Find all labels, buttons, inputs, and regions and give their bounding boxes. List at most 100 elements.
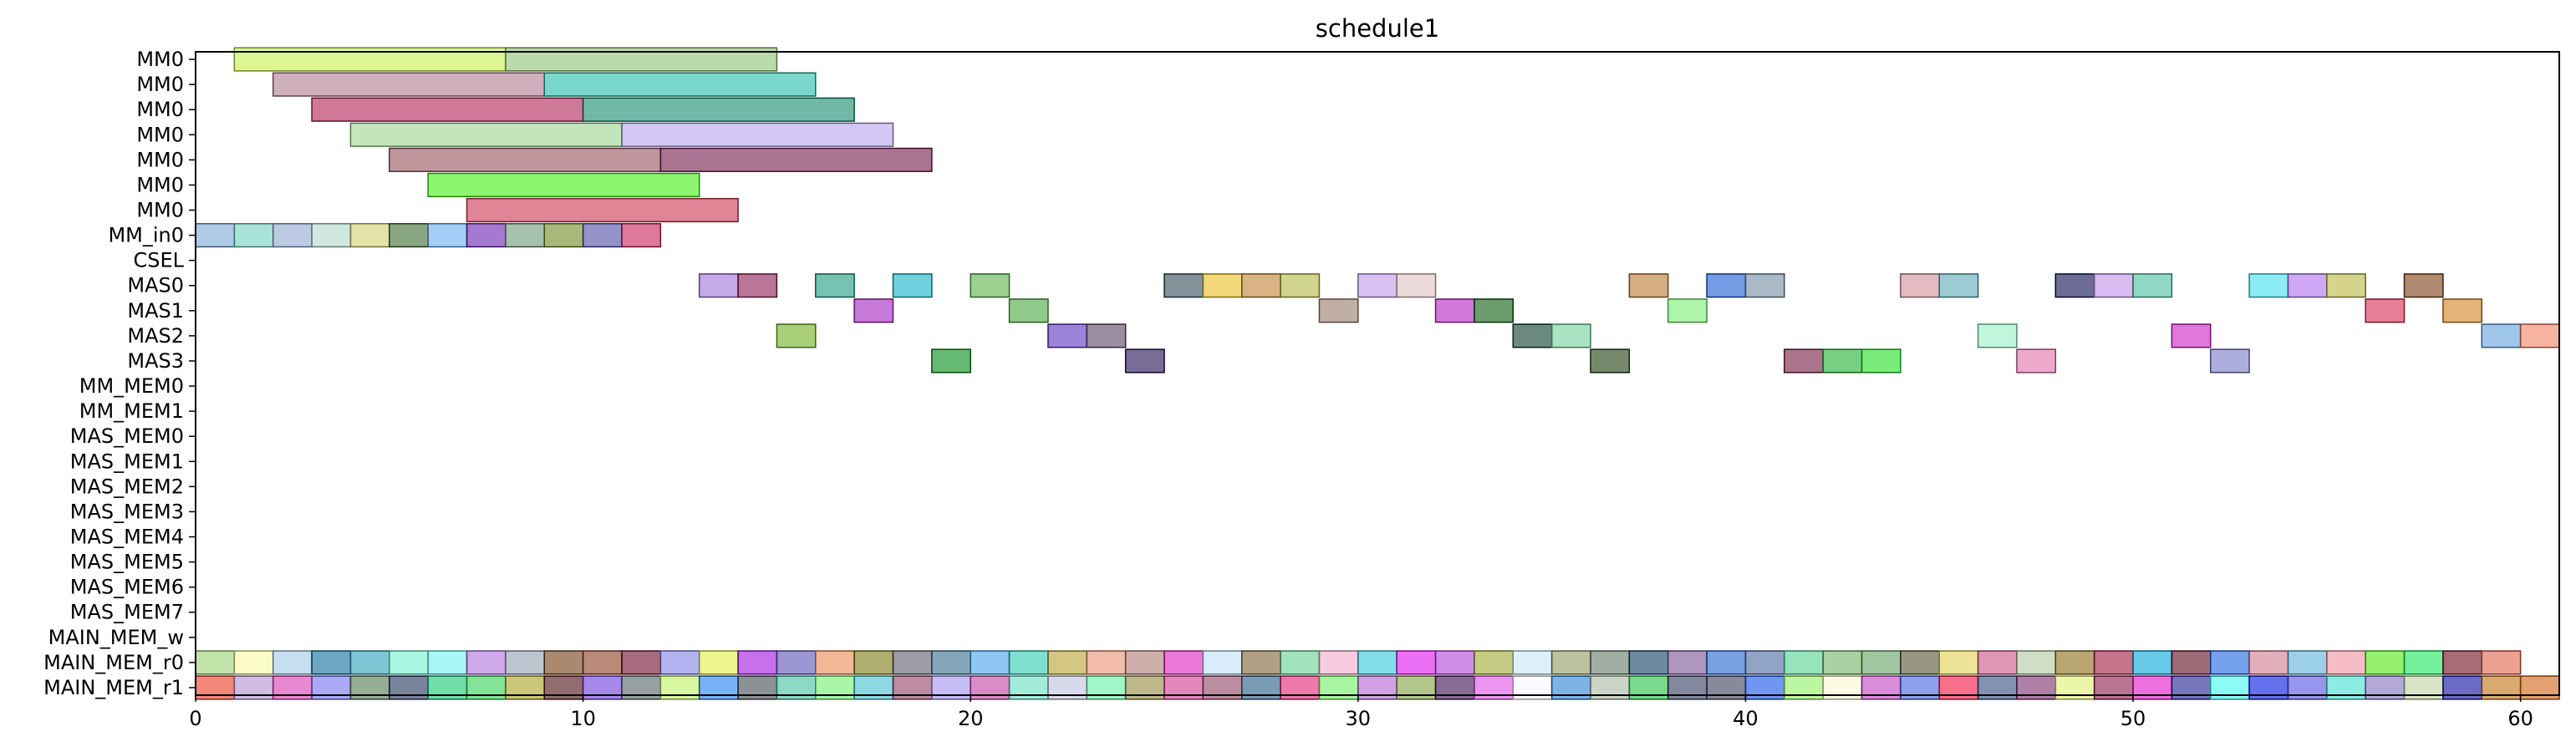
task-bar bbox=[2248, 650, 2289, 675]
task-bar bbox=[1396, 273, 1437, 298]
task-bar bbox=[1977, 323, 2018, 348]
task-bar bbox=[2365, 650, 2405, 675]
y-tick-label: MAS3 bbox=[127, 349, 184, 373]
y-tick-label: MAIN_MEM_r1 bbox=[43, 676, 184, 699]
y-tick-label: MAS_MEM3 bbox=[70, 500, 184, 523]
y-tick-label: CSEL bbox=[133, 249, 184, 272]
y-tick-label: MAS_MEM2 bbox=[70, 475, 184, 498]
task-bar bbox=[1318, 650, 1359, 675]
y-tick-label: MAS_MEM7 bbox=[70, 601, 184, 624]
task-bar bbox=[2326, 273, 2366, 298]
task-bar bbox=[1124, 650, 1165, 675]
task-bar bbox=[1202, 273, 1243, 298]
task-bar bbox=[311, 222, 352, 248]
task-bar bbox=[1706, 650, 1747, 675]
task-bar bbox=[389, 222, 429, 248]
task-bar bbox=[2054, 650, 2095, 675]
task-bar bbox=[737, 650, 778, 675]
task-bar bbox=[2403, 650, 2444, 675]
task-bar bbox=[1086, 650, 1127, 675]
y-tick-label: MM_MEM1 bbox=[79, 399, 184, 423]
task-bar bbox=[1396, 650, 1437, 675]
task-bar bbox=[2210, 650, 2250, 675]
task-bar bbox=[2519, 323, 2560, 348]
x-tick-label: 10 bbox=[570, 707, 596, 730]
task-bar bbox=[1047, 650, 1088, 675]
task-bar bbox=[931, 348, 971, 373]
task-bar bbox=[2171, 323, 2212, 348]
task-bar bbox=[272, 72, 545, 97]
task-bar bbox=[233, 650, 274, 675]
task-bar bbox=[1163, 273, 1204, 298]
chart-title: schedule1 bbox=[1316, 14, 1439, 43]
task-bar bbox=[776, 650, 817, 675]
task-bar bbox=[621, 650, 662, 675]
task-bar bbox=[2016, 650, 2057, 675]
task-bar bbox=[543, 222, 584, 248]
task-bar bbox=[1008, 650, 1049, 675]
task-bar bbox=[1628, 650, 1669, 675]
task-bar bbox=[1590, 348, 1631, 373]
y-tick-label: MAS_MEM0 bbox=[70, 424, 184, 448]
task-bar bbox=[1202, 650, 1243, 675]
task-bar bbox=[311, 97, 584, 122]
task-bar bbox=[1280, 273, 1321, 298]
task-bar bbox=[621, 222, 662, 248]
y-tick-label: MM0 bbox=[136, 48, 184, 71]
task-bar bbox=[1667, 298, 1708, 323]
task-bar bbox=[195, 222, 236, 248]
task-bar bbox=[389, 147, 662, 172]
x-tick-label: 0 bbox=[189, 707, 201, 730]
task-bar bbox=[970, 273, 1011, 298]
task-bar bbox=[582, 650, 623, 675]
task-bar bbox=[1474, 650, 1515, 675]
task-bar bbox=[427, 222, 468, 248]
task-bar bbox=[466, 222, 507, 248]
task-bar bbox=[853, 650, 894, 675]
y-tick-label: MAS_MEM6 bbox=[70, 576, 184, 599]
y-tick-label: MM_in0 bbox=[108, 224, 184, 247]
task-bar bbox=[543, 72, 817, 97]
task-bar bbox=[1434, 298, 1475, 323]
task-bar bbox=[1357, 273, 1397, 298]
task-bar bbox=[1706, 273, 1747, 298]
task-bar bbox=[1667, 650, 1708, 675]
task-bar bbox=[1861, 348, 1901, 373]
task-bar bbox=[2403, 273, 2444, 298]
task-bar bbox=[1240, 650, 1281, 675]
task-bar bbox=[466, 650, 507, 675]
task-bar bbox=[776, 323, 817, 348]
x-tick-label: 60 bbox=[2507, 707, 2533, 730]
y-tick-label: MAS_MEM1 bbox=[70, 450, 184, 473]
y-tick-label: MM0 bbox=[136, 123, 184, 146]
task-bar bbox=[815, 273, 855, 298]
task-bar bbox=[1240, 273, 1281, 298]
x-tick-label: 30 bbox=[1346, 707, 1372, 730]
task-bar bbox=[659, 147, 933, 172]
task-bar bbox=[2326, 650, 2366, 675]
task-bar bbox=[1550, 650, 1591, 675]
y-tick-label: MM_MEM0 bbox=[79, 374, 184, 398]
task-bar bbox=[311, 650, 352, 675]
task-bar bbox=[1512, 323, 1553, 348]
y-axis: MM0MM0MM0MM0MM0MM0MM0MM_in0CSELMAS0MAS1M… bbox=[43, 48, 196, 699]
task-bar bbox=[1512, 650, 1553, 675]
task-bar bbox=[1784, 650, 1824, 675]
task-bar bbox=[1008, 298, 1049, 323]
task-bar bbox=[427, 650, 468, 675]
task-bar bbox=[427, 172, 700, 197]
task-bar bbox=[737, 273, 778, 298]
y-tick-label: MAS_MEM4 bbox=[70, 526, 184, 549]
y-tick-label: MAS_MEM5 bbox=[70, 551, 184, 574]
task-bar bbox=[272, 650, 313, 675]
task-bar bbox=[1822, 348, 1863, 373]
task-bar bbox=[2365, 298, 2405, 323]
task-bar bbox=[195, 650, 236, 675]
task-bar bbox=[1628, 273, 1669, 298]
task-bar bbox=[2171, 650, 2212, 675]
task-bar bbox=[1900, 650, 1940, 675]
task-bar bbox=[1086, 323, 1127, 348]
bars-layer bbox=[195, 47, 2560, 700]
task-bar bbox=[2442, 650, 2483, 675]
